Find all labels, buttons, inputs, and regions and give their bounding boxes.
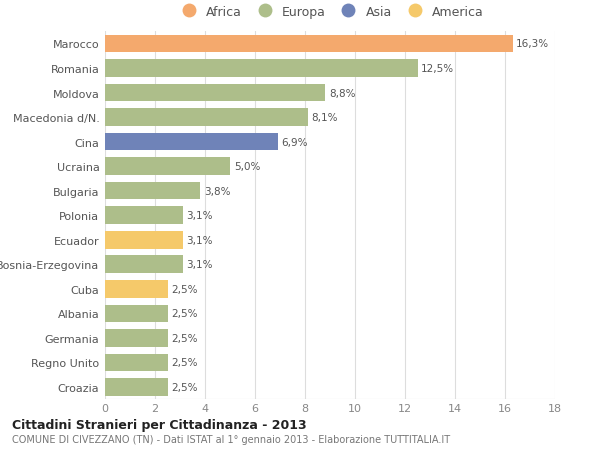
Text: 8,8%: 8,8%	[329, 88, 355, 98]
Bar	[105, 182, 200, 200]
Text: 2,5%: 2,5%	[171, 308, 198, 319]
Text: 6,9%: 6,9%	[281, 137, 308, 147]
Text: 2,5%: 2,5%	[171, 358, 198, 368]
Bar	[105, 207, 182, 224]
Bar	[105, 84, 325, 102]
Text: 3,8%: 3,8%	[204, 186, 230, 196]
Text: 2,5%: 2,5%	[171, 382, 198, 392]
Bar	[105, 329, 167, 347]
Text: 3,1%: 3,1%	[186, 260, 213, 270]
Bar	[105, 109, 308, 127]
Text: 3,1%: 3,1%	[186, 235, 213, 245]
Bar	[105, 60, 418, 78]
Bar	[105, 280, 167, 298]
Text: 12,5%: 12,5%	[421, 64, 454, 74]
Bar	[105, 305, 167, 323]
Text: COMUNE DI CIVEZZANO (TN) - Dati ISTAT al 1° gennaio 2013 - Elaborazione TUTTITAL: COMUNE DI CIVEZZANO (TN) - Dati ISTAT al…	[12, 434, 450, 444]
Legend: Africa, Europa, Asia, America: Africa, Europa, Asia, America	[176, 6, 484, 18]
Bar	[105, 378, 167, 396]
Text: 3,1%: 3,1%	[186, 211, 213, 221]
Text: 2,5%: 2,5%	[171, 333, 198, 343]
Bar	[105, 231, 182, 249]
Text: 8,1%: 8,1%	[311, 113, 338, 123]
Text: 5,0%: 5,0%	[234, 162, 260, 172]
Text: Cittadini Stranieri per Cittadinanza - 2013: Cittadini Stranieri per Cittadinanza - 2…	[12, 418, 307, 431]
Bar	[105, 158, 230, 176]
Text: 16,3%: 16,3%	[516, 39, 550, 50]
Bar	[105, 354, 167, 371]
Text: 2,5%: 2,5%	[171, 284, 198, 294]
Bar	[105, 134, 277, 151]
Bar	[105, 35, 512, 53]
Bar	[105, 256, 182, 274]
